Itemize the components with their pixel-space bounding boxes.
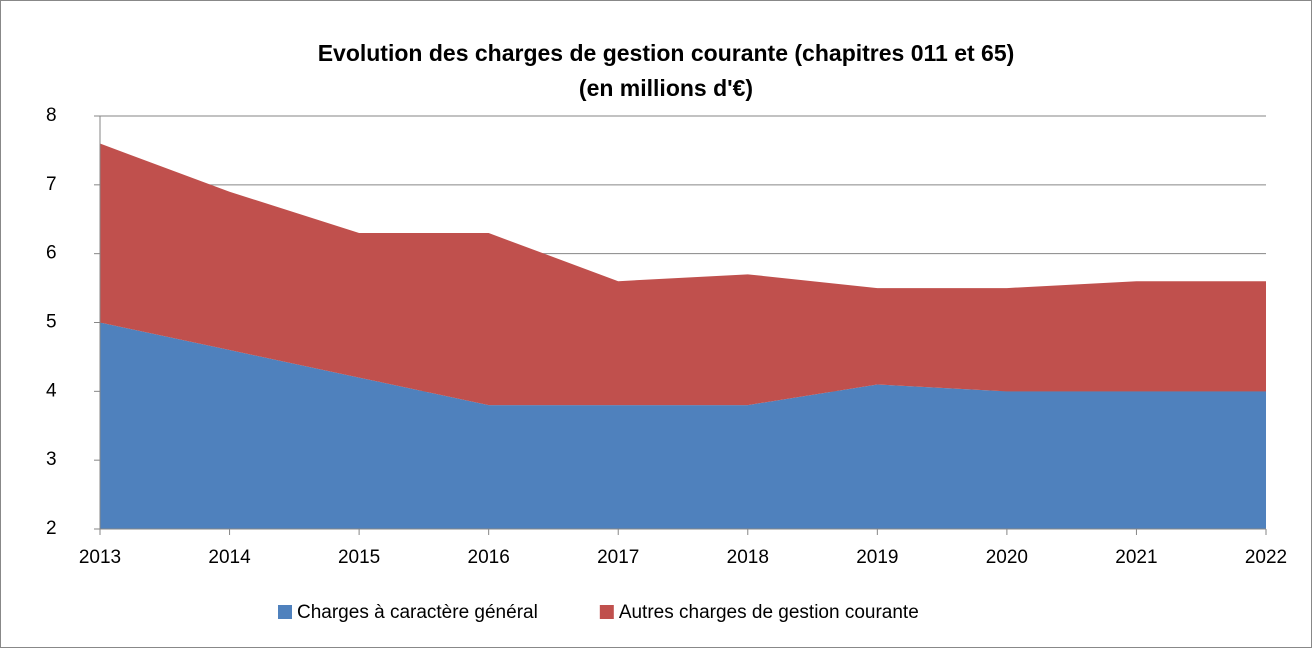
x-tick-label: 2017 (597, 547, 639, 568)
y-tick-label: 3 (46, 449, 57, 470)
area (100, 322, 1266, 529)
area (100, 143, 1266, 406)
y-tick-label: 5 (46, 312, 57, 333)
chart-subtitle: (en millions d'€) (579, 75, 753, 101)
y-tick-label: 8 (46, 105, 57, 126)
y-tick-label: 4 (46, 380, 57, 401)
x-tick-label: 2016 (468, 547, 510, 568)
x-tick-label: 2014 (208, 547, 251, 568)
legend-label: Charges à caractère général (297, 602, 538, 623)
legend-label: Autres charges de gestion courante (619, 602, 919, 623)
chart-title: Evolution des charges de gestion courant… (318, 40, 1015, 66)
x-tick-label: 2022 (1245, 547, 1287, 568)
x-tick-label: 2015 (338, 547, 380, 568)
y-tick-label: 6 (46, 243, 57, 264)
x-tick-label: 2013 (79, 547, 121, 568)
x-tick-label: 2019 (856, 547, 898, 568)
legend-swatch (599, 605, 614, 619)
legend-swatch (278, 605, 292, 619)
y-tick-label: 7 (46, 174, 57, 195)
y-tick-label: 2 (46, 518, 57, 539)
x-tick-label: 2018 (727, 547, 769, 568)
x-tick-label: 2020 (986, 547, 1028, 568)
x-tick-label: 2021 (1115, 547, 1157, 568)
